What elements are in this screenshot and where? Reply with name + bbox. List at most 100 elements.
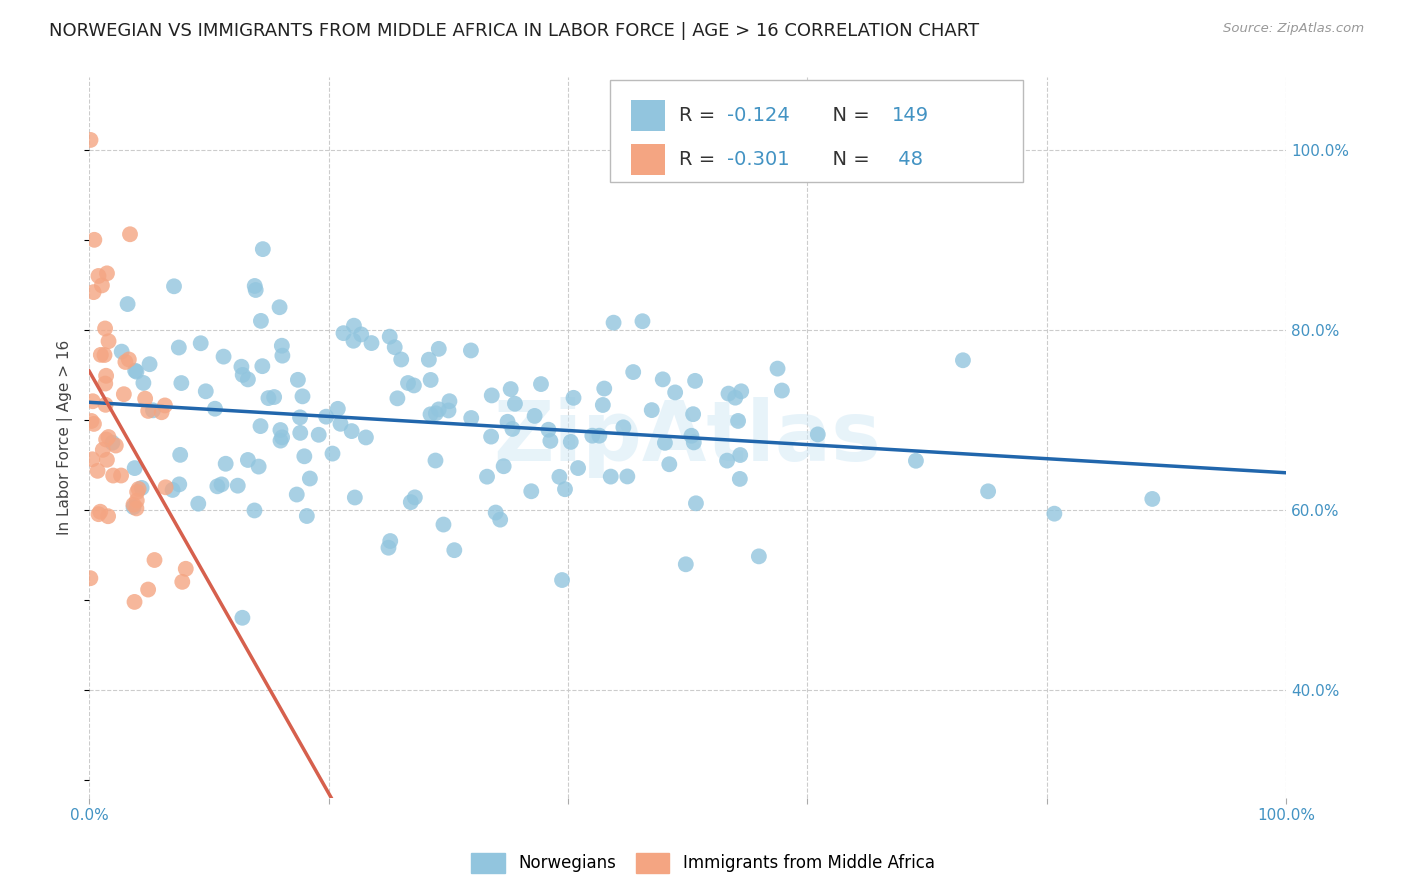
Point <box>125 501 148 516</box>
Point <box>136 582 159 597</box>
Text: 149: 149 <box>893 106 929 125</box>
Point <box>387 392 409 406</box>
Point <box>215 457 238 471</box>
Point <box>288 410 311 425</box>
Point <box>97 430 120 444</box>
Point <box>631 314 654 328</box>
Point <box>167 341 190 355</box>
Point <box>271 349 294 363</box>
Point <box>94 368 117 383</box>
Point <box>730 384 752 399</box>
Point <box>212 350 235 364</box>
Point <box>79 571 101 585</box>
Point <box>163 279 186 293</box>
Point <box>226 478 249 492</box>
Point <box>651 372 673 386</box>
Point <box>727 414 749 428</box>
Point <box>291 389 314 403</box>
Point <box>204 401 226 416</box>
Point <box>425 406 447 420</box>
Point <box>538 434 561 448</box>
Bar <box>631 100 665 130</box>
Point <box>354 430 377 444</box>
Point <box>122 500 145 514</box>
Point <box>728 472 751 486</box>
Point <box>501 422 523 436</box>
Point <box>419 407 441 421</box>
Point <box>131 481 153 495</box>
Point <box>766 361 789 376</box>
Point <box>298 471 321 485</box>
Text: N =: N = <box>821 150 876 169</box>
Point <box>247 459 270 474</box>
Point <box>110 468 132 483</box>
Point <box>475 469 498 483</box>
Point <box>489 513 512 527</box>
Point <box>138 357 160 371</box>
Point <box>384 340 406 354</box>
Point <box>96 266 118 280</box>
Point <box>153 399 176 413</box>
Point <box>654 435 676 450</box>
Point <box>308 427 330 442</box>
Point <box>117 297 139 311</box>
Point <box>172 574 194 589</box>
Point <box>399 495 422 509</box>
Text: ZipAtlas: ZipAtlas <box>494 397 882 478</box>
Point <box>143 553 166 567</box>
Point <box>263 390 285 404</box>
Point <box>94 376 117 391</box>
Point <box>807 427 830 442</box>
Point <box>377 541 399 555</box>
Point <box>602 316 624 330</box>
Point <box>187 497 209 511</box>
Point <box>593 382 616 396</box>
Point <box>523 409 546 423</box>
Point <box>194 384 217 399</box>
Point <box>93 348 115 362</box>
Point <box>236 453 259 467</box>
Point <box>588 428 610 442</box>
Point <box>118 352 141 367</box>
Point <box>548 470 571 484</box>
Point <box>460 343 482 358</box>
Point <box>496 415 519 429</box>
Point <box>321 447 343 461</box>
Point <box>270 339 292 353</box>
Point <box>404 491 426 505</box>
Point <box>91 442 114 457</box>
Point <box>124 364 146 378</box>
Point <box>232 368 254 382</box>
Point <box>243 503 266 517</box>
Point <box>231 611 253 625</box>
Point <box>658 457 681 471</box>
Point <box>481 388 503 402</box>
Point <box>675 558 697 572</box>
Point <box>560 434 582 449</box>
Point <box>977 484 1000 499</box>
Point <box>86 464 108 478</box>
Point <box>443 543 465 558</box>
Text: -0.301: -0.301 <box>727 150 790 169</box>
Point <box>136 404 159 418</box>
Point <box>439 394 461 409</box>
Text: 48: 48 <box>893 150 924 169</box>
Point <box>682 435 704 450</box>
Point <box>551 573 574 587</box>
Text: NORWEGIAN VS IMMIGRANTS FROM MIDDLE AFRICA IN LABOR FORCE | AGE > 16 CORRELATION: NORWEGIAN VS IMMIGRANTS FROM MIDDLE AFRI… <box>49 22 980 40</box>
Point <box>396 376 419 390</box>
Point <box>101 468 124 483</box>
Point <box>271 430 294 444</box>
Point <box>340 424 363 438</box>
Point <box>287 373 309 387</box>
Point <box>329 417 352 431</box>
Point <box>612 420 634 434</box>
Point <box>641 403 664 417</box>
Point <box>128 482 150 496</box>
Point <box>269 300 291 314</box>
Point <box>127 484 149 499</box>
Point <box>104 438 127 452</box>
Point <box>207 479 229 493</box>
Point <box>132 376 155 390</box>
Point <box>270 434 292 448</box>
